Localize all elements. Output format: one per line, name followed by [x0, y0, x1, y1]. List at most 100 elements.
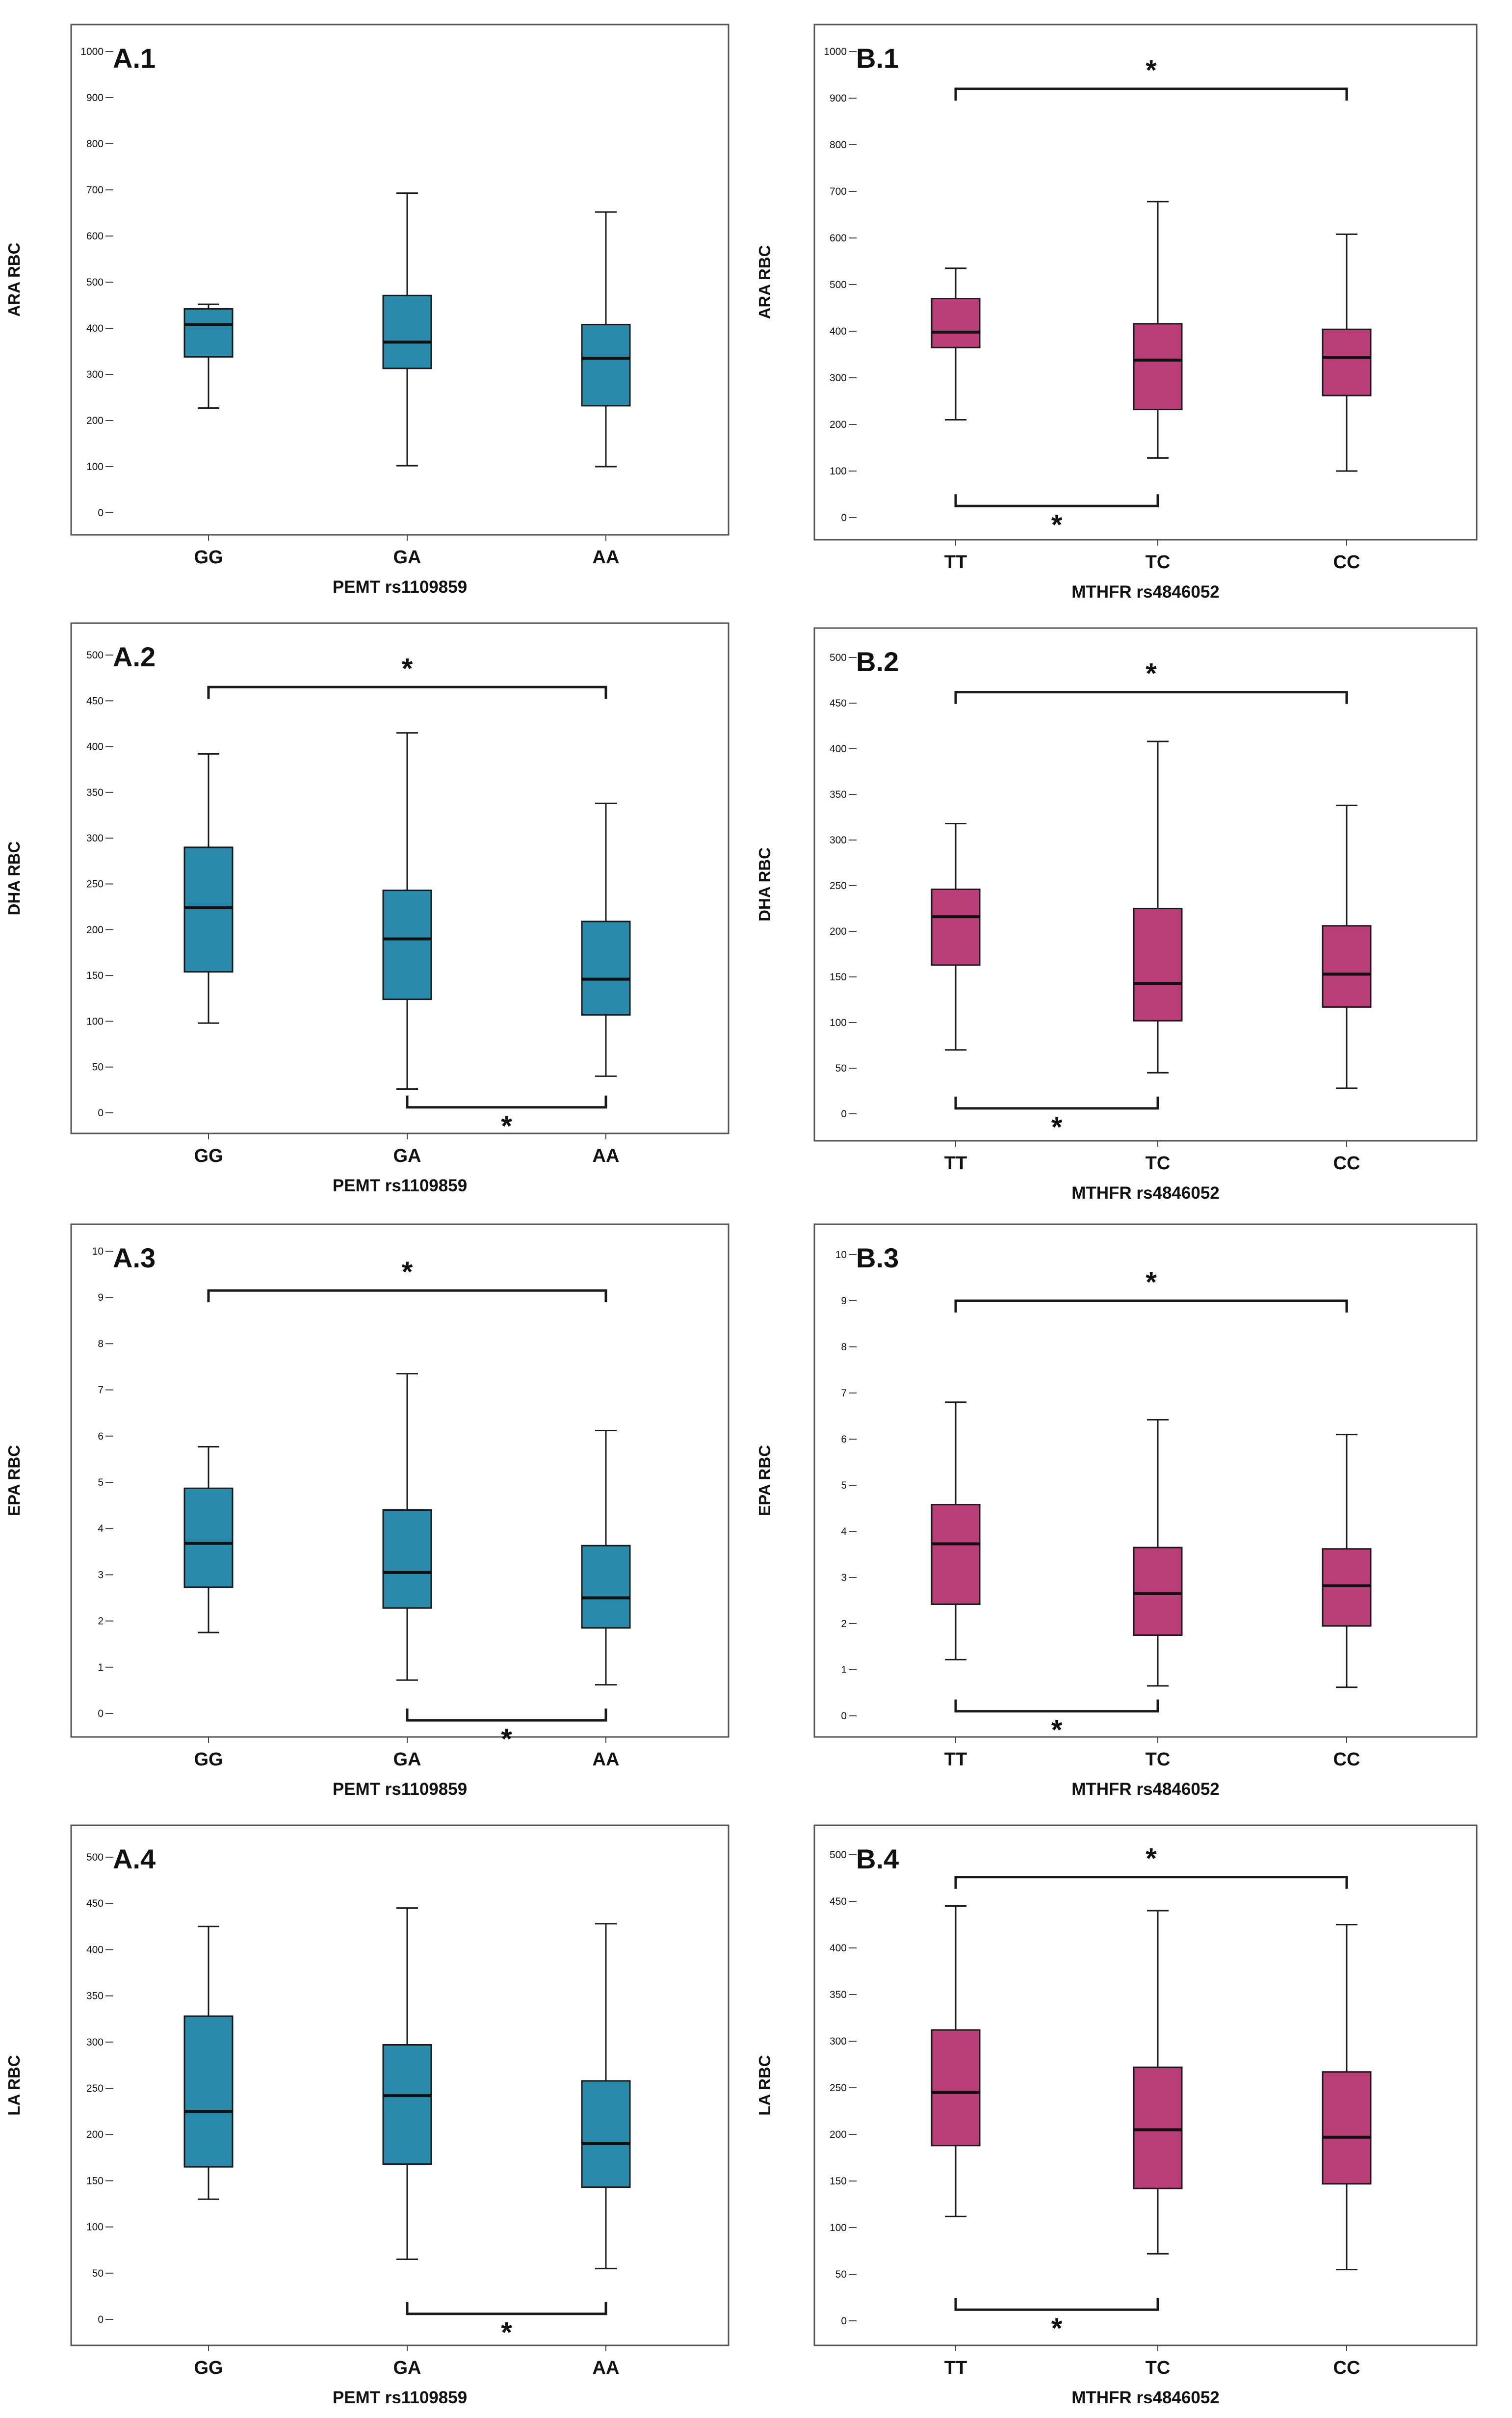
bracket-line: [954, 1699, 1159, 1713]
significance-star: *: [402, 1256, 413, 1288]
y-tick-label: 5: [98, 1477, 104, 1488]
category-label: GG: [194, 547, 223, 568]
y-tick-label: 400: [86, 1944, 104, 1955]
plot-frame: [813, 627, 1478, 1142]
panel-a3-epa-pemt: 0 1 2 3 4 5 6 7 8 9 10 EPA RBC A.3 GG GA AA PEMT rs11098…: [5, 1223, 730, 1799]
boxplot-TC: [1133, 740, 1183, 1074]
plot-frame: [70, 1223, 730, 1738]
plot-frame: [813, 1223, 1478, 1738]
category-label: CC: [1333, 2358, 1360, 2378]
category-label: GG: [194, 1146, 223, 1166]
category-label: TC: [1146, 1153, 1171, 1174]
iqr-box: [581, 920, 631, 1016]
significance-star: *: [501, 1723, 512, 1755]
y-tick-label: 6: [98, 1431, 104, 1442]
y-tick-label: 0: [98, 1107, 104, 1119]
iqr-box: [1133, 1547, 1183, 1636]
y-tick-label: 400: [86, 323, 104, 334]
y-tick-label: 0: [841, 1710, 847, 1722]
y-axis-label: EPA RBC: [5, 1445, 23, 1516]
y-tick-label: 400: [830, 326, 847, 337]
iqr-box: [382, 2044, 432, 2165]
y-axis-label: ARA RBC: [5, 243, 23, 317]
y-tick-label: 1: [841, 1664, 847, 1676]
x-axis-label: MTHFR rs4846052: [1071, 1183, 1220, 1203]
y-tick-label: 2: [98, 1616, 104, 1627]
iqr-box: [1322, 1548, 1372, 1627]
panel-label: B.2: [856, 646, 899, 677]
y-tick-label: 8: [98, 1338, 104, 1349]
significance-bracket: *: [406, 1708, 607, 1755]
y-tick-label: 0: [841, 1108, 847, 1120]
iqr-box: [1133, 2066, 1183, 2189]
significance-bracket: *: [954, 54, 1348, 101]
y-tick-label: 200: [86, 2129, 104, 2140]
y-tick-label: 300: [830, 835, 847, 846]
y-tick-label: 250: [830, 2082, 847, 2094]
y-tick-label: 800: [86, 138, 104, 150]
y-tick-label: 450: [86, 1898, 104, 1909]
y-tick-label: 3: [98, 1569, 104, 1580]
y-tick-label: 200: [86, 415, 104, 426]
category-label: TC: [1146, 1749, 1171, 1770]
y-tick-label: 500: [86, 650, 104, 661]
y-tick-label: 600: [830, 233, 847, 244]
significance-bracket: *: [954, 1843, 1348, 1889]
boxplot-TT: [931, 267, 981, 421]
boxplot-GG: [183, 1446, 234, 1633]
y-tick-label: 5: [841, 1480, 847, 1491]
iqr-box: [183, 1487, 234, 1588]
y-tick-label: 7: [98, 1385, 104, 1396]
y-tick-label: 250: [830, 880, 847, 892]
y-tick-label: 350: [86, 1991, 104, 2002]
y-tick-label: 450: [830, 698, 847, 709]
y-tick-label: 0: [98, 2314, 104, 2325]
y-tick-label: 150: [830, 972, 847, 983]
y-axis-label: LA RBC: [5, 2055, 23, 2115]
significance-bracket: *: [406, 2302, 607, 2349]
x-axis-label: PEMT rs1109859: [333, 2388, 467, 2407]
panel-b3-epa-mthfr: 0 1 2 3 4 5 6 7 8 9 10 EPA RBC B.3 TT TC CC MTHFR rs4846…: [756, 1223, 1478, 1799]
significance-star: *: [1146, 658, 1157, 690]
y-tick-label: 350: [830, 1989, 847, 2000]
y-tick-label: 100: [830, 2222, 847, 2234]
y-tick-label: 3: [841, 1572, 847, 1583]
y-tick-label: 150: [86, 2175, 104, 2186]
y-tick-label: 4: [841, 1526, 847, 1537]
category-label: TT: [944, 1153, 967, 1174]
boxplot-AA: [581, 1923, 631, 2269]
y-tick-label: 1: [98, 1662, 104, 1673]
y-tick-label: 400: [830, 1943, 847, 1954]
y-tick-label: 700: [86, 184, 104, 196]
category-label: CC: [1333, 1749, 1360, 1770]
category-label: CC: [1333, 552, 1360, 573]
bracket-line: [954, 494, 1159, 507]
y-tick-label: 50: [835, 2269, 847, 2280]
bracket-line: [954, 2298, 1159, 2311]
boxplot-GA: [382, 1907, 432, 2260]
significance-bracket: *: [406, 1095, 607, 1142]
iqr-box: [183, 308, 234, 358]
iqr-box: [382, 1509, 432, 1609]
x-axis-label: PEMT rs1109859: [333, 578, 467, 597]
bracket-line: [406, 1095, 607, 1109]
y-tick-label: 10: [92, 1246, 104, 1257]
x-axis-label: MTHFR rs4846052: [1071, 2388, 1220, 2407]
plot-frame: [813, 24, 1478, 541]
significance-star: *: [501, 1110, 512, 1142]
panel-label: A.1: [113, 43, 156, 74]
boxplot-CC: [1322, 804, 1372, 1089]
category-label: AA: [593, 2358, 620, 2378]
iqr-box: [931, 1503, 981, 1605]
boxplot-TT: [931, 1401, 981, 1660]
iqr-box: [183, 2015, 234, 2168]
y-tick-label: 600: [86, 231, 104, 242]
significance-bracket: *: [954, 1699, 1159, 1746]
boxplot-GG: [183, 303, 234, 409]
significance-bracket: *: [954, 658, 1348, 704]
y-tick-label: 200: [830, 419, 847, 430]
panel-label: A.4: [113, 1843, 156, 1874]
category-label: TT: [944, 1749, 967, 1770]
y-tick-label: 200: [830, 926, 847, 937]
